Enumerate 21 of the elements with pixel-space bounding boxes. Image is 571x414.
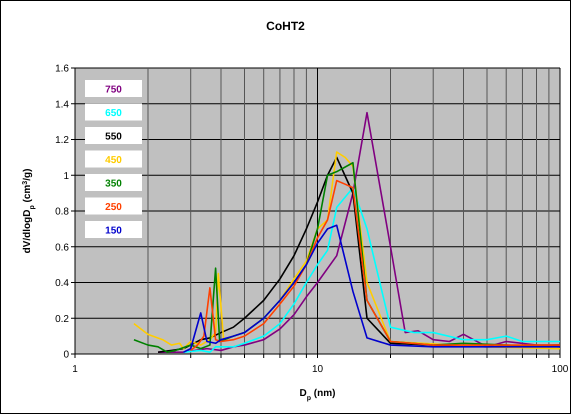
y-tick-label: 0.4 bbox=[55, 278, 70, 289]
x-axis-title: D$_{p}$ (nm) bbox=[300, 388, 336, 402]
y-tick-label: 0.2 bbox=[55, 314, 70, 325]
y-tick-label: 1.2 bbox=[55, 135, 70, 146]
x-tick-label: 10 bbox=[312, 364, 324, 375]
chart-title: CoHT2 bbox=[266, 19, 306, 33]
y-tick-label: 0 bbox=[63, 350, 70, 360]
text: 550 bbox=[105, 132, 122, 142]
text: 750 bbox=[105, 84, 122, 96]
text: 250 bbox=[105, 202, 122, 213]
y-tick-label: 1.6 bbox=[55, 64, 70, 74]
text: 650 bbox=[105, 108, 122, 119]
text: 350 bbox=[105, 178, 122, 190]
x-tick-label: 100 bbox=[552, 364, 569, 375]
y-tick-label: 1.4 bbox=[55, 99, 70, 110]
x-tick-label: 1 bbox=[72, 364, 78, 375]
y-tick-label: 1 bbox=[63, 170, 70, 182]
y-tick-label: 0.6 bbox=[55, 242, 70, 254]
text: 150 bbox=[105, 226, 122, 236]
text: 450 bbox=[105, 155, 122, 166]
y-tick-label: 0.8 bbox=[55, 206, 70, 218]
